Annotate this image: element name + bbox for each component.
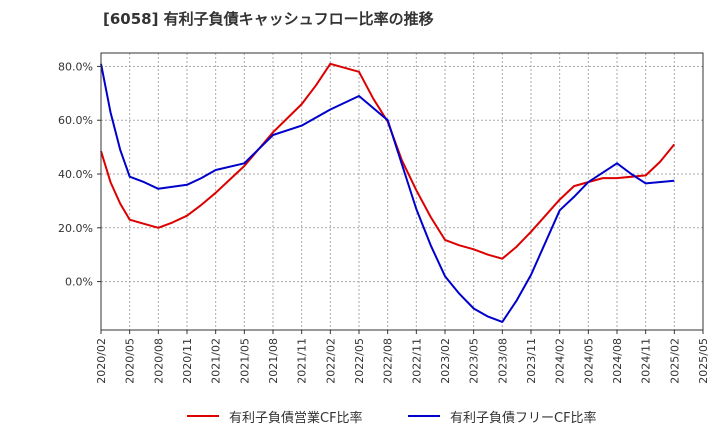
x-tick-label: 2020/11: [181, 338, 194, 384]
y-tick-label: 20.0%: [58, 222, 93, 235]
x-tick-label: 2021/05: [238, 338, 251, 384]
x-tick-label: 2022/11: [410, 338, 423, 384]
chart-title: [6058] 有利子負債キャッシュフロー比率の推移: [103, 10, 434, 28]
legend-label-free-cf: 有利子負債フリーCF比率: [450, 410, 597, 426]
x-tick-label: 2023/05: [468, 338, 481, 384]
x-tick-label: 2024/11: [640, 338, 653, 384]
x-tick-label: 2023/08: [496, 338, 509, 384]
x-tick-label: 2021/02: [210, 338, 223, 384]
line-chart: 0.0%20.0%40.0%60.0%80.0% 2020/02 2020/05 2…: [58, 52, 710, 384]
y-tick-label: 0.0%: [65, 276, 93, 289]
series-line-2: [100, 63, 675, 323]
x-tick-label: 2023/11: [525, 338, 538, 384]
x-tick-label: 2022/02: [324, 338, 337, 384]
x-tick-label: 2024/08: [611, 338, 624, 384]
x-tick-label: 2020/08: [152, 338, 165, 384]
x-tick-label: 2021/11: [296, 338, 309, 384]
y-tick-label: 80.0%: [58, 60, 93, 73]
x-tick-label: 2020/05: [124, 338, 137, 384]
x-tick-label: 2025/02: [668, 338, 681, 384]
x-tick-label: 2024/05: [582, 338, 595, 384]
y-tick-label: 40.0%: [58, 168, 93, 181]
grid-lines: [101, 53, 703, 330]
legend-item-operating-cf: 有利子負債営業CF比率: [187, 403, 363, 429]
y-tick-label: 60.0%: [58, 114, 93, 127]
x-tick-label: 2023/02: [439, 338, 452, 384]
plot-frame: [100, 52, 704, 331]
x-tick-label: 2021/08: [267, 338, 280, 384]
legend-item-free-cf: 有利子負債フリーCF比率: [408, 403, 597, 429]
x-tick-label: 2020/02: [95, 338, 108, 384]
x-tick-label: 2022/08: [382, 338, 395, 384]
x-tick-label: 2024/02: [554, 338, 567, 384]
legend-swatch-free-cf: [408, 415, 440, 417]
legend-label-operating-cf: 有利子負債営業CF比率: [229, 410, 363, 426]
legend-swatch-operating-cf: [187, 415, 219, 417]
x-tick-label: 2022/05: [353, 338, 366, 384]
series-lines: [100, 62, 676, 323]
chart-legend: 有利子負債営業CF比率 有利子負債フリーCF比率: [0, 403, 720, 429]
y-axis-ticks: 0.0% 20.0% 40.0% 60.0% 80.0%: [58, 60, 101, 289]
x-tick-label: 2025/05: [697, 338, 710, 384]
x-axis-ticks: 2020/02 2020/05 2020/08 2020/11 2021/02 2021/…: [95, 330, 710, 384]
